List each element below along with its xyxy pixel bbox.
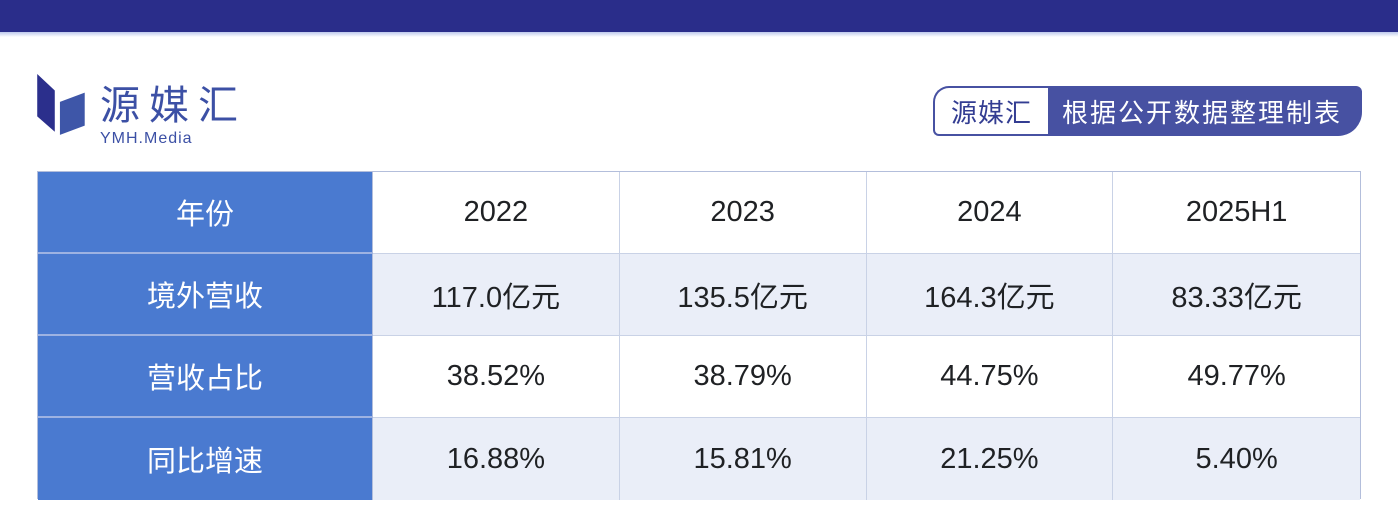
table-cell: 164.3亿元 xyxy=(866,254,1114,336)
row-label-revenue-share: 营收占比 xyxy=(38,336,373,418)
table-cell: 38.79% xyxy=(619,336,867,418)
data-table: 年份 2022 2023 2024 2025H1 境外营收 117.0亿元 13… xyxy=(37,171,1361,500)
table-cell: 15.81% xyxy=(619,418,867,500)
table-cell: 135.5亿元 xyxy=(619,254,867,336)
table-cell: 38.52% xyxy=(373,336,620,418)
row-label-overseas-revenue: 境外营收 xyxy=(38,254,373,336)
brand-logo-icon xyxy=(37,74,85,135)
table-cell: 44.75% xyxy=(866,336,1114,418)
top-accent-bar xyxy=(0,0,1398,32)
brand-subtitle: YMH.Media xyxy=(100,130,193,147)
table-cell: 21.25% xyxy=(866,418,1114,500)
brand-logo-text: 源媒汇 YMH.Media xyxy=(100,74,247,148)
table-cell: 49.77% xyxy=(1113,336,1360,418)
source-badge: 源媒汇 根据公开数据整理制表 xyxy=(932,86,1362,136)
table-header-cell-2024: 2024 xyxy=(866,172,1114,254)
table-header-cell-2023: 2023 xyxy=(619,172,867,254)
table-header-cell-years: 年份 xyxy=(38,172,373,254)
table-cell: 16.88% xyxy=(373,418,620,500)
row-label-yoy-growth: 同比增速 xyxy=(38,418,373,500)
source-badge-note: 根据公开数据整理制表 xyxy=(1047,86,1362,136)
brand-logo: 源媒汇 YMH.Media xyxy=(36,74,247,148)
table-cell: 5.40% xyxy=(1113,418,1360,500)
table-cell: 117.0亿元 xyxy=(373,254,620,336)
source-badge-brand: 源媒汇 xyxy=(932,86,1048,136)
table-cell: 83.33亿元 xyxy=(1113,254,1360,336)
brand-name: 源媒汇 xyxy=(100,84,247,128)
table-header-cell-2022: 2022 xyxy=(373,172,620,254)
top-accent-bar-glow xyxy=(0,32,1398,37)
table-header-cell-2025h1: 2025H1 xyxy=(1113,172,1360,254)
